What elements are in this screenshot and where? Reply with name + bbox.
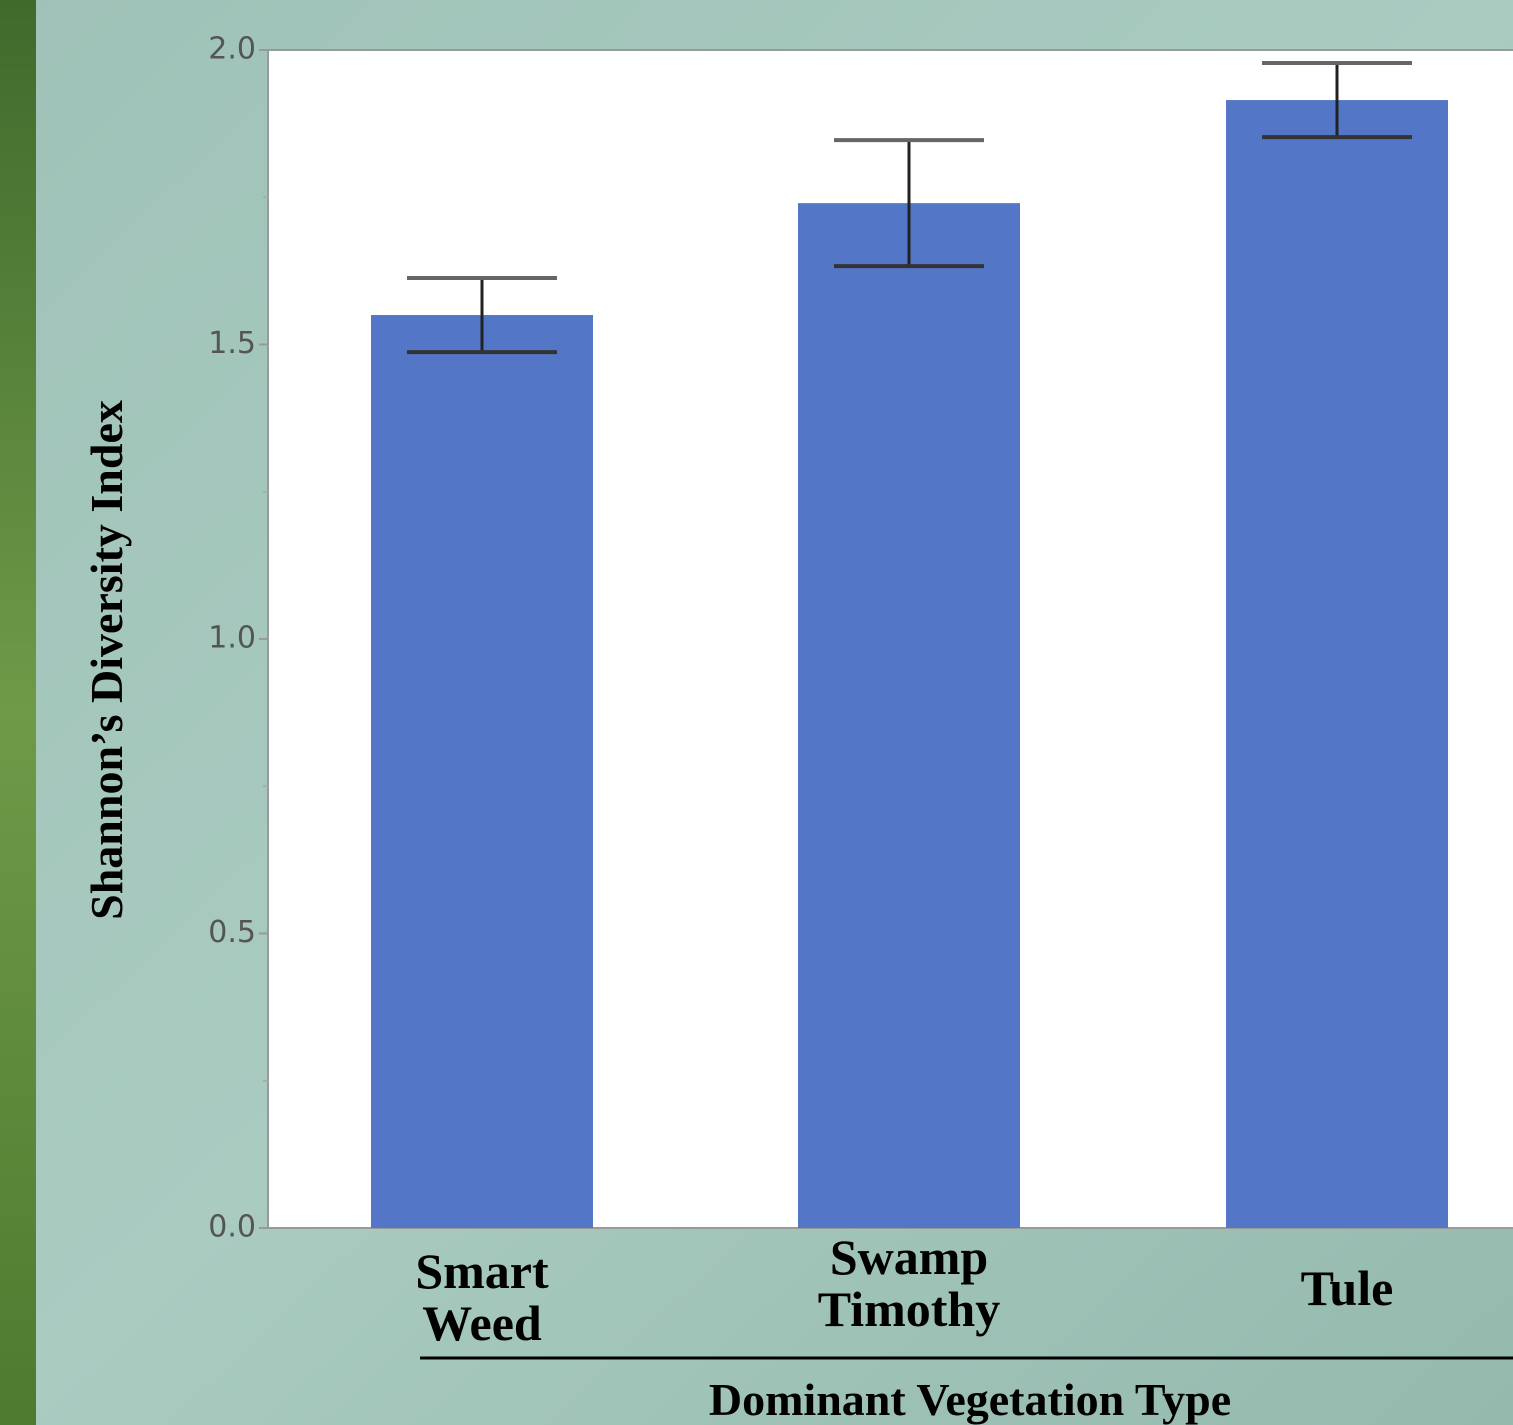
bar xyxy=(1226,100,1448,1228)
y-tick-label: 1.5 xyxy=(208,326,256,361)
chart: Shannon’s Diversity Index Dominant Veget… xyxy=(0,0,1513,1425)
y-tick-label: 2.0 xyxy=(208,32,256,67)
y-axis-title: Shannon’s Diversity Index xyxy=(81,400,132,920)
x-tick-label: Tule xyxy=(1301,1260,1394,1316)
y-tick-label: 0.0 xyxy=(208,1210,256,1245)
y-tick-label: 0.5 xyxy=(208,915,256,950)
page: Shannon’s Diversity Index Dominant Veget… xyxy=(0,0,1513,1425)
bar xyxy=(798,203,1020,1228)
y-tick-label: 1.0 xyxy=(208,621,256,656)
side-strip xyxy=(0,0,36,1425)
x-axis-title: Dominant Vegetation Type xyxy=(709,1374,1231,1425)
bar xyxy=(371,315,593,1228)
